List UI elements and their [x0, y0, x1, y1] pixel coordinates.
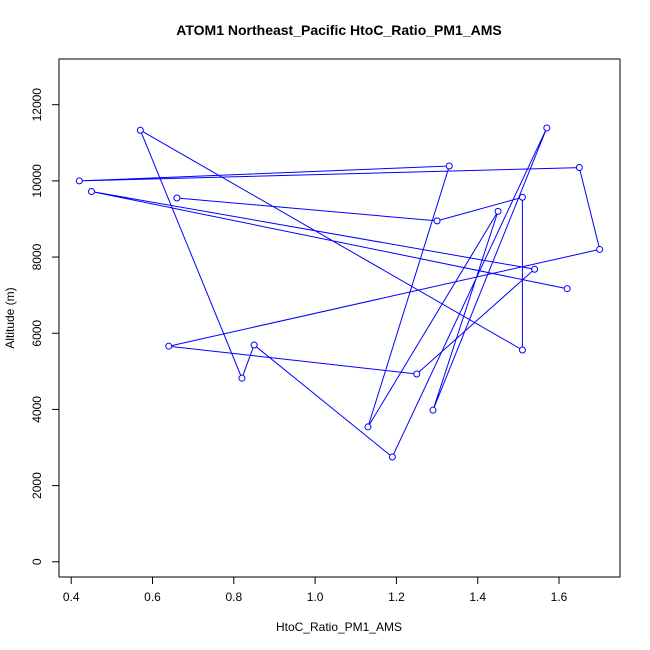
data-point: [173, 194, 181, 202]
chart-title: ATOM1 Northeast_Pacific HtoC_Ratio_PM1_A…: [176, 22, 501, 38]
y-tick-label: 12000: [30, 88, 44, 122]
y-tick-label: 10000: [30, 164, 44, 198]
data-point: [165, 342, 173, 350]
x-tick-label: 1.4: [469, 590, 486, 604]
data-point: [518, 346, 526, 354]
data-point: [518, 193, 526, 201]
y-tick-label: 4000: [30, 396, 44, 423]
data-point: [575, 164, 583, 172]
data-point: [238, 374, 246, 382]
y-tick-label: 2000: [30, 472, 44, 499]
y-tick-label: 0: [30, 558, 44, 565]
data-point: [531, 265, 539, 273]
x-axis-ticks: 0.4 0.6 0.8 1.0 1.2 1.4 1.6: [63, 576, 568, 604]
y-axis-label: Altitude (m): [3, 287, 17, 348]
x-tick-label: 0.6: [144, 590, 161, 604]
series-points: [75, 124, 604, 461]
y-axis-ticks: 0 2000 4000 6000 8000 10000 12000: [30, 88, 60, 565]
data-point: [413, 370, 421, 378]
data-point: [433, 217, 441, 225]
y-tick-label: 8000: [30, 243, 44, 270]
data-point: [429, 406, 437, 414]
data-point: [250, 341, 258, 349]
data-point: [543, 124, 551, 132]
x-tick-label: 1.6: [551, 590, 568, 604]
data-point: [596, 245, 604, 253]
data-point: [75, 177, 83, 185]
x-tick-label: 0.4: [63, 590, 80, 604]
y-tick-label: 6000: [30, 320, 44, 347]
x-tick-label: 1.2: [388, 590, 405, 604]
data-point: [136, 126, 144, 134]
x-axis-label: HtoC_Ratio_PM1_AMS: [276, 620, 402, 634]
x-tick-label: 1.0: [307, 590, 324, 604]
x-tick-label: 0.8: [225, 590, 242, 604]
data-point: [388, 453, 396, 461]
data-point: [494, 207, 502, 215]
data-point: [88, 188, 96, 196]
data-point: [364, 423, 372, 431]
data-point: [563, 285, 571, 293]
data-point: [445, 162, 453, 170]
